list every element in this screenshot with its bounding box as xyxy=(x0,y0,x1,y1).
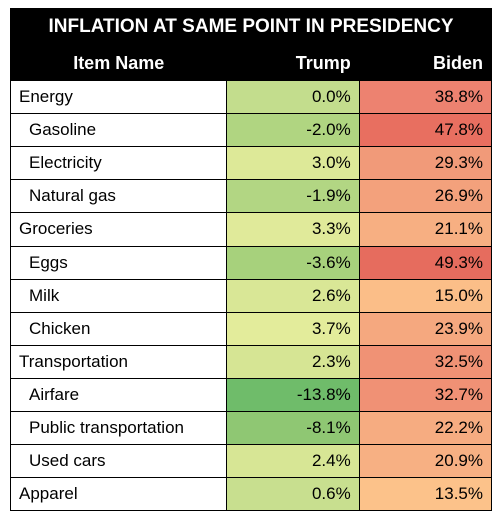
item-cell: Electricity xyxy=(11,147,227,180)
biden-cell: 26.9% xyxy=(359,180,491,213)
biden-cell: 21.1% xyxy=(359,213,491,246)
trump-cell: 0.0% xyxy=(227,81,359,114)
item-cell: Eggs xyxy=(11,246,227,279)
biden-cell: 49.3% xyxy=(359,246,491,279)
item-cell: Chicken xyxy=(11,312,227,345)
biden-cell: 22.2% xyxy=(359,412,491,445)
item-cell: Airfare xyxy=(11,378,227,411)
biden-cell: 32.7% xyxy=(359,378,491,411)
item-cell: Groceries xyxy=(11,213,227,246)
table-row: Used cars2.4%20.9% xyxy=(11,445,492,478)
trump-cell: -2.0% xyxy=(227,114,359,147)
item-cell: Public transportation xyxy=(11,412,227,445)
biden-cell: 13.5% xyxy=(359,478,491,511)
trump-cell: 2.3% xyxy=(227,345,359,378)
table-title: INFLATION AT SAME POINT IN PRESIDENCY xyxy=(11,9,492,47)
item-cell: Transportation xyxy=(11,345,227,378)
table-container: INFLATION AT SAME POINT IN PRESIDENCY It… xyxy=(0,0,502,519)
biden-cell: 47.8% xyxy=(359,114,491,147)
trump-cell: 2.6% xyxy=(227,279,359,312)
item-cell: Milk xyxy=(11,279,227,312)
biden-cell: 29.3% xyxy=(359,147,491,180)
header-trump: Trump xyxy=(227,46,359,80)
table-row: Transportation2.3%32.5% xyxy=(11,345,492,378)
item-cell: Natural gas xyxy=(11,180,227,213)
trump-cell: -8.1% xyxy=(227,412,359,445)
item-cell: Gasoline xyxy=(11,114,227,147)
header-row: Item Name Trump Biden xyxy=(11,46,492,80)
trump-cell: 0.6% xyxy=(227,478,359,511)
biden-cell: 15.0% xyxy=(359,279,491,312)
trump-cell: 2.4% xyxy=(227,445,359,478)
header-item: Item Name xyxy=(11,46,227,80)
trump-cell: 3.3% xyxy=(227,213,359,246)
trump-cell: -3.6% xyxy=(227,246,359,279)
table-row: Airfare-13.8%32.7% xyxy=(11,378,492,411)
table-row: Natural gas-1.9%26.9% xyxy=(11,180,492,213)
table-row: Chicken3.7%23.9% xyxy=(11,312,492,345)
table-row: Gasoline-2.0%47.8% xyxy=(11,114,492,147)
title-row: INFLATION AT SAME POINT IN PRESIDENCY xyxy=(11,9,492,47)
biden-cell: 32.5% xyxy=(359,345,491,378)
biden-cell: 23.9% xyxy=(359,312,491,345)
trump-cell: 3.7% xyxy=(227,312,359,345)
item-cell: Apparel xyxy=(11,478,227,511)
item-cell: Used cars xyxy=(11,445,227,478)
table-row: Electricity3.0%29.3% xyxy=(11,147,492,180)
trump-cell: -1.9% xyxy=(227,180,359,213)
table-row: Public transportation-8.1%22.2% xyxy=(11,412,492,445)
item-cell: Energy xyxy=(11,81,227,114)
table-row: Apparel0.6%13.5% xyxy=(11,478,492,511)
trump-cell: -13.8% xyxy=(227,378,359,411)
table-body: Energy0.0%38.8%Gasoline-2.0%47.8%Electri… xyxy=(11,81,492,511)
biden-cell: 38.8% xyxy=(359,81,491,114)
table-row: Milk2.6%15.0% xyxy=(11,279,492,312)
table-row: Groceries3.3%21.1% xyxy=(11,213,492,246)
trump-cell: 3.0% xyxy=(227,147,359,180)
header-biden: Biden xyxy=(359,46,491,80)
biden-cell: 20.9% xyxy=(359,445,491,478)
table-row: Energy0.0%38.8% xyxy=(11,81,492,114)
inflation-table: INFLATION AT SAME POINT IN PRESIDENCY It… xyxy=(10,8,492,511)
table-row: Eggs-3.6%49.3% xyxy=(11,246,492,279)
